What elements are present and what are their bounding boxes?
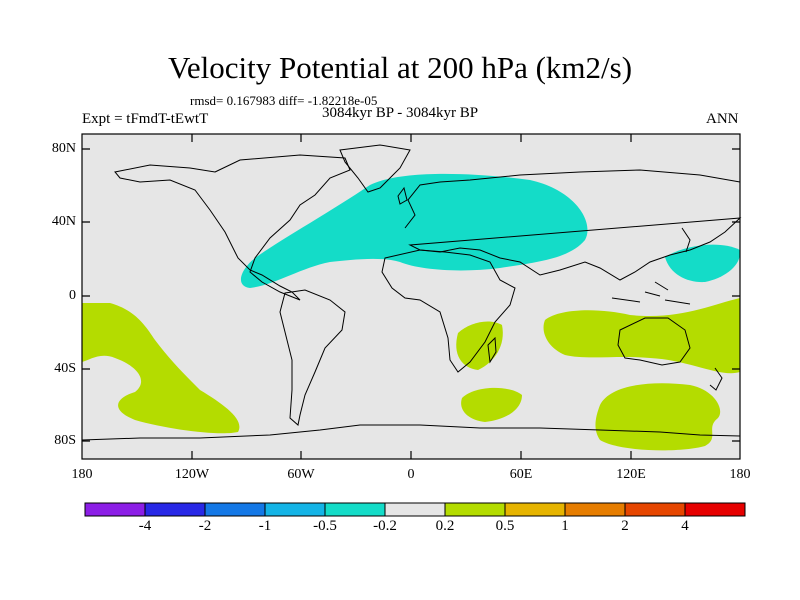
colorbar-swatch — [264, 502, 326, 517]
colorbar-swatch — [684, 502, 746, 517]
lon-label-180e: 180 — [729, 467, 751, 482]
negative-shading — [240, 173, 741, 288]
lon-label-120w: 120W — [174, 467, 210, 482]
period-label: 3084kyr BP - 3084kyr BP — [322, 105, 479, 121]
colorbar-swatch — [504, 502, 566, 517]
coast-japan — [681, 227, 691, 253]
lat-label-80n: 80N — [51, 141, 76, 156]
colorbar — [84, 502, 746, 517]
plot-title: Velocity Potential at 200 hPa (km2/s) — [167, 50, 633, 85]
shade-atlantic-eurasia — [240, 173, 588, 288]
colorbar-label: -4 — [138, 518, 152, 534]
colorbar-swatch — [84, 502, 146, 517]
colorbar-label: -2 — [198, 518, 212, 534]
coast-australia — [617, 317, 691, 366]
lon-label-120e: 120E — [616, 467, 646, 482]
season-label: ANN — [706, 111, 739, 127]
coast-south-america — [279, 289, 346, 426]
lat-label-80s: 80S — [54, 433, 76, 448]
lat-label-0: 0 — [69, 288, 76, 303]
coastlines — [81, 144, 742, 441]
colorbar-label: -0.2 — [373, 518, 397, 534]
coast-new-zealand — [709, 367, 723, 391]
coast-indonesia — [611, 281, 691, 305]
shade-southern-ocean — [595, 383, 721, 451]
colorbar-label: 1 — [561, 518, 569, 534]
shade-south-atlantic — [461, 387, 522, 422]
coast-africa — [381, 249, 516, 373]
shade-indian-australia — [543, 298, 740, 374]
shade-madagascar — [456, 321, 503, 370]
shade-west-pacific — [665, 244, 741, 283]
coast-antarctica — [81, 424, 741, 441]
map-frame — [81, 133, 741, 460]
shade-south-pacific — [82, 303, 240, 434]
lat-label-40n: 40N — [51, 214, 76, 229]
colorbar-swatch — [624, 502, 686, 517]
colorbar-label: -1 — [258, 518, 272, 534]
lon-label-60e: 60E — [509, 467, 533, 482]
lon-label-60w: 60W — [287, 467, 315, 482]
positive-shading — [82, 298, 740, 451]
lat-label-40s: 40S — [54, 361, 76, 376]
colorbar-label: -0.5 — [313, 518, 337, 534]
coast-greenland — [339, 144, 411, 193]
experiment-label: Expt = tFmdT-tEwtT — [82, 111, 209, 127]
colorbar-swatch — [564, 502, 626, 517]
colorbar-swatch — [384, 502, 446, 517]
lon-label-180w: 180 — [71, 467, 93, 482]
coast-north-america — [114, 154, 351, 301]
colorbar-swatch — [324, 502, 386, 517]
stats-label: rmsd= 0.167983 diff= -1.82218e-05 — [190, 93, 378, 108]
colorbar-swatch — [444, 502, 506, 517]
colorbar-label: 4 — [681, 518, 689, 534]
lon-label-0: 0 — [407, 467, 415, 482]
coast-madagascar — [487, 336, 497, 364]
colorbar-label: 0.5 — [495, 518, 515, 534]
colorbar-swatch — [204, 502, 266, 517]
coast-uk — [397, 186, 408, 205]
colorbar-swatch — [144, 502, 206, 517]
colorbar-label: 2 — [621, 518, 629, 534]
colorbar-label: 0.2 — [435, 518, 455, 534]
